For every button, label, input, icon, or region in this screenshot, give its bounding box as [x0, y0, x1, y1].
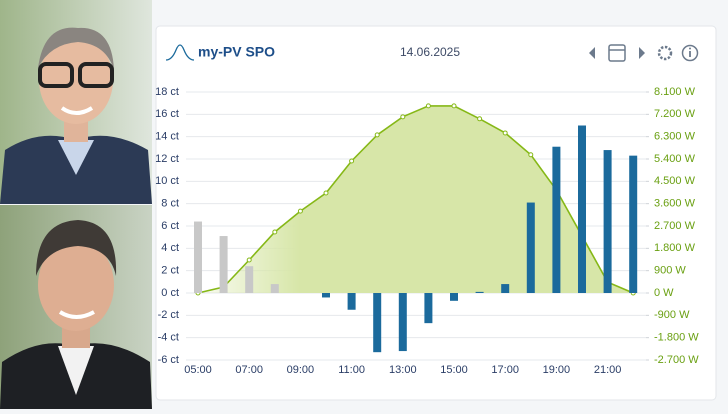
y2-tick-label: 3.600 W [654, 198, 696, 210]
bar [373, 293, 382, 353]
x-tick-label: 15:00 [440, 364, 468, 376]
point [246, 257, 252, 263]
y2-tick-label: -900 W [654, 309, 690, 321]
bar [194, 221, 202, 293]
y-tick-label: 2 ct [161, 265, 179, 277]
area [198, 105, 634, 293]
y-tick-label: 4 ct [161, 242, 179, 254]
calendar-button[interactable] [608, 44, 626, 62]
point [349, 158, 355, 164]
point [502, 130, 508, 136]
point [528, 152, 534, 158]
bar [322, 293, 330, 298]
bar [424, 293, 433, 324]
card-title: my-PV SPO [198, 44, 275, 60]
bar [629, 155, 638, 293]
next-day-button[interactable] [639, 47, 645, 59]
y2-tick-label: 8.100 W [654, 86, 696, 98]
y-tick-label: 12 ct [155, 153, 179, 165]
y-tick-label: 14 ct [155, 131, 179, 143]
y-tick-label: 16 ct [155, 108, 179, 120]
line [197, 105, 634, 294]
bar [578, 125, 586, 293]
photo-top [0, 0, 152, 204]
point [425, 103, 431, 109]
y2-tick-label: 0 W [654, 287, 674, 299]
y-tick-label: 8 ct [161, 198, 179, 210]
x-tick-label: 19:00 [543, 364, 571, 376]
y2-tick-label: 6.300 W [654, 131, 696, 143]
y2-tick-label: 1.800 W [654, 242, 696, 254]
bar [245, 266, 254, 293]
x-tick-label: 07:00 [235, 364, 263, 376]
bar [501, 284, 510, 293]
settings-button[interactable] [657, 45, 673, 61]
bar [270, 284, 279, 293]
plot: -6 ct -4 ct -2 ct 0 ct 2 ct 4 ct 6 ct 8 ct 10 ct… [155, 86, 699, 376]
bar [347, 293, 356, 310]
date-label: 14.06.2025 [400, 45, 460, 59]
photo-bottom [0, 205, 152, 409]
x-tick-label: 21:00 [594, 364, 622, 376]
y2-tick-label: -2.700 W [654, 354, 699, 366]
x-tick-label: 09:00 [287, 364, 315, 376]
bar [526, 202, 535, 293]
point [272, 229, 278, 235]
x-tick-label: 17:00 [491, 364, 519, 376]
y-tick-label: -2 ct [158, 309, 179, 321]
point [297, 208, 303, 214]
point [451, 103, 457, 109]
point [323, 190, 329, 196]
y-tick-label: 0 ct [161, 287, 179, 299]
x-tick-label: 13:00 [389, 364, 417, 376]
x-tick-label: 05:00 [184, 364, 212, 376]
point [374, 132, 380, 138]
y-tick-label: 10 ct [155, 175, 179, 187]
y2-tick-label: 4.500 W [654, 175, 696, 187]
bar [552, 146, 561, 293]
info-button[interactable] [681, 44, 699, 62]
product-icon [165, 44, 195, 61]
bar [398, 293, 407, 352]
point [400, 114, 406, 120]
bar [219, 236, 228, 293]
y2-tick-label: 7.200 W [654, 108, 696, 120]
bar [603, 150, 612, 293]
y2-tick-label: -1.800 W [654, 332, 699, 344]
x-tick-label: 11:00 [338, 364, 365, 376]
bar [475, 291, 484, 293]
y2-tick-label: 2.700 W [654, 220, 696, 232]
y-tick-label: 6 ct [161, 220, 179, 232]
y-tick-label: 18 ct [155, 86, 179, 98]
bar [450, 293, 458, 301]
y-tick-label: -4 ct [158, 332, 179, 344]
previous-day-button[interactable] [589, 47, 595, 59]
y2-tick-label: 5.400 W [654, 153, 696, 165]
y2-tick-label: 900 W [654, 265, 686, 277]
point [477, 116, 483, 122]
y-tick-label: -6 ct [158, 354, 179, 366]
